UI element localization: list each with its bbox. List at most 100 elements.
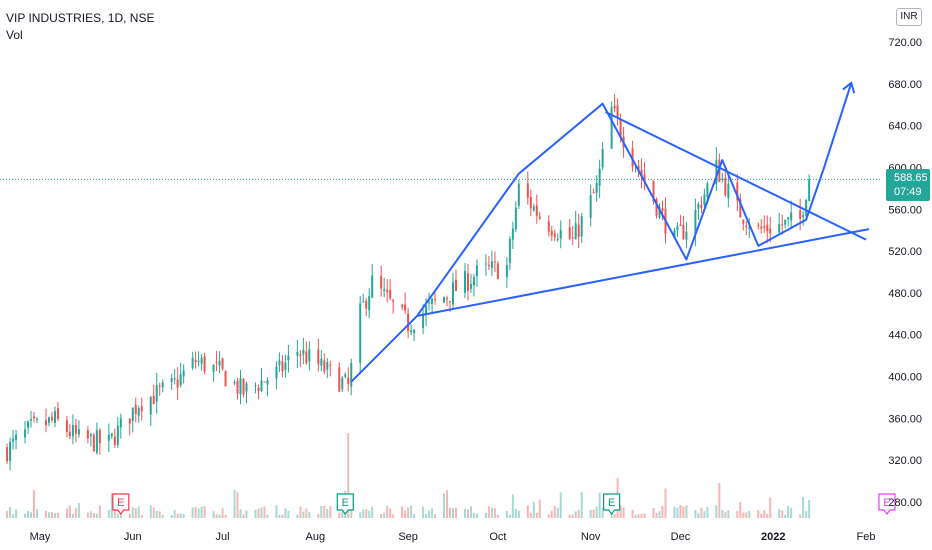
y-tick-label: 480.00 [888,288,922,300]
volume-bar [401,506,404,518]
candle [305,341,308,365]
x-tick-label: Dec [671,531,691,543]
candle-body [769,228,772,234]
candle [170,373,173,390]
earnings-marker[interactable]: E [336,493,354,515]
volume-bar [71,513,74,518]
candle-body [299,354,302,356]
candle [242,378,245,398]
candle [74,418,77,443]
candle-body [685,231,688,240]
candle-body [413,329,416,334]
candle-body [140,406,143,412]
candle [161,379,164,393]
candle-body [362,301,365,303]
candle-body [347,377,350,385]
volume-bar [760,513,763,518]
volume-bar [380,513,383,518]
volume-bar [685,505,688,518]
earnings-marker[interactable]: E [603,493,621,515]
volume-bar [574,511,577,518]
candle [434,292,437,305]
candle-body [802,215,805,218]
candle [592,188,595,194]
candle [152,384,155,405]
candle [350,358,353,396]
candle-body [700,204,703,208]
candle-body [568,227,571,239]
volume-label: Vol [6,28,23,42]
candle [407,307,410,339]
candle [50,411,53,423]
candle-body [496,263,499,280]
candle-body [532,206,535,211]
pattern-drawing [350,81,856,383]
earnings-marker-icon [878,493,896,515]
candle-body [619,119,622,138]
volume-bar [341,511,344,518]
volume-bar [218,514,221,518]
candle [715,147,718,192]
candle [371,263,374,299]
candle-body [137,408,140,416]
candle [463,263,466,299]
candle [487,255,490,270]
volume-bar [703,511,706,518]
volume-bar [371,506,374,518]
candle [679,214,682,227]
candle [577,213,580,248]
candle [697,201,700,220]
candle-body [380,275,383,289]
candle [24,420,27,444]
volume-bar [27,510,30,518]
candle-body [434,299,437,301]
volume-bar [748,510,751,518]
candle-body [574,223,577,240]
candle [9,437,12,471]
volume-bar [110,493,113,518]
current-price-value: 588.65 [894,172,928,185]
candle [556,233,559,242]
volume-bar [233,489,236,518]
volume-bar [323,505,326,518]
candle [56,401,59,422]
candle [446,295,449,307]
candle-body [215,362,218,364]
candle [724,172,727,197]
volume-bar [284,508,287,518]
candle-body [658,206,661,218]
candle [802,210,805,226]
candle-body [640,169,643,177]
volume-bar [805,511,808,518]
candle-body [170,378,173,383]
candle [790,200,793,229]
candle [308,341,311,371]
candle-body [742,220,745,224]
candle-body [529,196,532,209]
volume-bar [434,514,437,518]
volume-bar [281,514,284,518]
volume-bar [706,506,709,518]
candle-body [284,362,287,370]
candle-body [341,378,344,390]
currency-badge[interactable]: INR [896,8,922,26]
y-tick-label: 680.00 [888,79,922,91]
earnings-marker[interactable]: E [112,493,130,515]
volume-bar [493,508,496,518]
candle-body [224,371,227,387]
candle-body [790,212,793,221]
volume-bar [176,513,179,518]
volume-bar [197,508,200,518]
candle [655,197,658,219]
y-tick-label: 520.00 [888,246,922,258]
candle-body [287,355,290,361]
candle [365,297,368,316]
x-tick-label: Aug [306,531,326,543]
earnings-marker[interactable]: E [878,493,896,515]
volume-bar [697,512,700,518]
candle [30,411,33,428]
candle [428,292,431,311]
candle [344,372,347,379]
candle [529,189,532,217]
